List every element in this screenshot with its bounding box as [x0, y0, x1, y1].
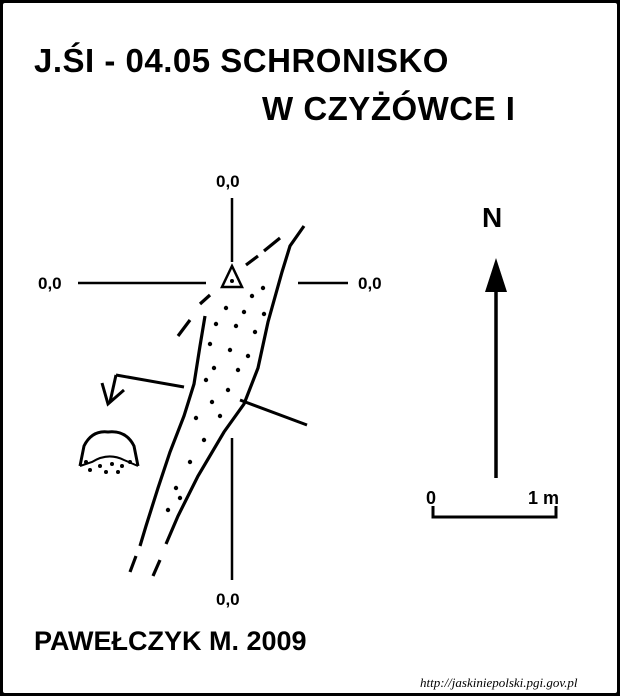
map-title-line1: J.ŚI - 04.05 SCHRONISKO: [34, 42, 449, 79]
map-frame: [3, 3, 617, 693]
passage-wall-right: [164, 225, 306, 545]
scale-label-start: 0: [426, 488, 437, 508]
passage-wall-left: [138, 315, 207, 547]
cross-section-profile: [78, 430, 140, 467]
scale-bar: [431, 506, 558, 519]
entrance-triangle-icon: [220, 263, 244, 289]
coord-label-bottom: 0,0: [216, 590, 240, 609]
section-line-right: [239, 398, 308, 427]
north-label: N: [482, 202, 503, 233]
coord-label-top: 0,0: [216, 172, 240, 191]
coord-label-left: 0,0: [38, 274, 62, 293]
entrance-dash-3: [262, 236, 282, 253]
entrance-dash-1: [198, 293, 212, 306]
map-title-line2: W CZYŻÓWCE I: [262, 90, 516, 127]
cross-section-floor: [79, 455, 139, 467]
section-line-left: [115, 373, 185, 389]
section-arrow-shaft: [108, 374, 118, 403]
north-arrow-icon: [485, 258, 507, 292]
entrance-point-dot: [230, 279, 234, 283]
sediment-dots: [84, 285, 267, 513]
source-url: http://jaskiniepolski.pgi.gov.pl: [420, 675, 578, 690]
author-credit: PAWEŁCZYK M. 2009: [34, 626, 307, 656]
section-arrow-head: [100, 382, 125, 407]
passage-wall-left-dash: [128, 555, 138, 573]
entrance-dash-2: [245, 254, 259, 267]
coord-label-right: 0,0: [358, 274, 382, 293]
passage-wall-right-dash: [151, 559, 162, 577]
scale-label-end: 1 m: [528, 488, 560, 508]
entrance-dash-4: [176, 319, 192, 337]
